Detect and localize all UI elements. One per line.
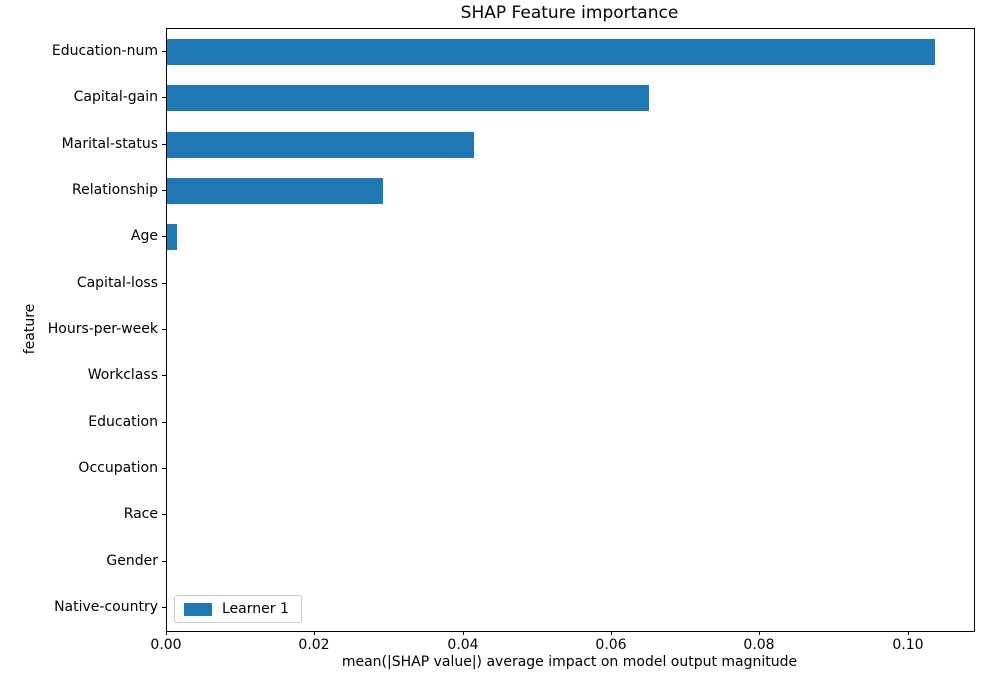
bar-relationship <box>167 178 383 205</box>
y-tick-label-education-num: Education-num <box>51 43 158 60</box>
y-tick-mark <box>162 421 166 423</box>
y-tick-label-capital-loss: Capital-loss <box>76 274 158 291</box>
y-tick-label-race: Race <box>123 506 158 523</box>
y-tick-mark <box>162 375 166 377</box>
y-tick-label-gender: Gender <box>106 552 158 569</box>
y-tick-mark <box>162 190 166 192</box>
legend-label: Learner 1 <box>222 601 289 617</box>
chart-title: SHAP Feature importance <box>460 3 679 23</box>
x-tick-label-0.02: 0.02 <box>298 637 330 653</box>
x-axis-label: mean(|SHAP value|) average impact on mod… <box>341 654 798 670</box>
y-tick-mark <box>162 606 166 608</box>
x-tick-label-0.06: 0.06 <box>595 637 627 653</box>
y-tick-label-capital-gain: Capital-gain <box>73 89 158 106</box>
x-tick-label-0.00: 0.00 <box>150 637 182 653</box>
x-tick-label-0.04: 0.04 <box>447 637 479 653</box>
y-tick-label-native-country: Native-country <box>54 598 158 615</box>
x-tick-label-0.08: 0.08 <box>743 637 775 653</box>
x-tick-mark <box>463 631 464 635</box>
x-tick-mark <box>759 631 760 635</box>
y-tick-label-marital-status: Marital-status <box>61 135 158 152</box>
y-tick-label-workclass: Workclass <box>87 367 158 384</box>
x-tick-label-0.10: 0.10 <box>892 637 924 653</box>
y-tick-mark <box>162 329 166 330</box>
y-tick-label-education: Education <box>88 413 158 430</box>
legend: Learner 1 <box>174 595 302 623</box>
y-tick-mark <box>162 143 166 145</box>
x-tick-mark <box>314 631 315 635</box>
y-tick-mark <box>162 514 166 516</box>
y-tick-label-occupation: Occupation <box>78 459 158 476</box>
y-tick-mark <box>162 97 166 99</box>
x-tick-mark <box>908 631 909 635</box>
y-tick-mark <box>162 560 166 562</box>
y-tick-label-age: Age <box>130 228 158 245</box>
plot-area <box>166 28 975 632</box>
x-tick-mark <box>166 631 167 635</box>
bar-capital-gain <box>167 85 649 112</box>
y-tick-mark <box>162 467 166 469</box>
y-tick-mark <box>162 282 166 284</box>
bar-marital-status <box>167 131 474 158</box>
y-tick-mark <box>162 236 166 238</box>
legend-swatch-learner-1 <box>184 602 212 616</box>
x-tick-mark <box>611 631 612 635</box>
bar-education-num <box>167 39 935 66</box>
y-tick-label-hours-per-week: Hours-per-week <box>47 321 158 337</box>
y-tick-mark <box>162 51 166 53</box>
y-tick-label-relationship: Relationship <box>72 182 158 199</box>
bar-age <box>167 224 177 251</box>
